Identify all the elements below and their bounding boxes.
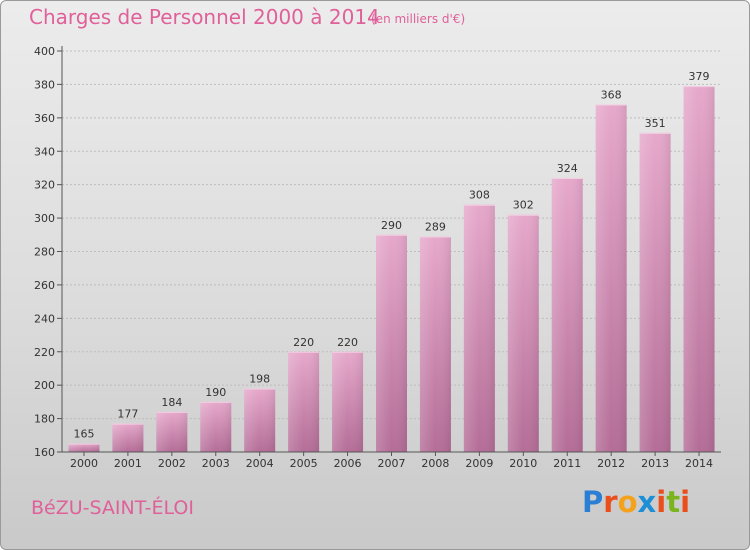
- logo-letter: i: [656, 485, 667, 519]
- x-tick-label: 2002: [158, 457, 186, 470]
- x-tick-label: 2005: [290, 457, 318, 470]
- x-tick-label: 2003: [202, 457, 230, 470]
- logo-letter: t: [666, 485, 681, 519]
- bar-value-label: 165: [73, 428, 94, 441]
- x-tick-label: 2001: [114, 457, 142, 470]
- bar-shade: [507, 214, 539, 452]
- x-tick-label: 2014: [685, 457, 713, 470]
- bar-value-label: 220: [337, 336, 358, 349]
- logo-letter: i: [680, 485, 691, 519]
- bar-value-label: 289: [425, 220, 446, 233]
- bar-value-label: 184: [161, 396, 182, 409]
- proxiti-logo: Proxiti: [582, 485, 690, 519]
- y-tick-label: 280: [34, 246, 55, 259]
- x-tick-label: 2012: [597, 457, 625, 470]
- bar-shade: [376, 234, 407, 452]
- bar-shade: [288, 351, 320, 452]
- y-tick-label: 340: [34, 145, 55, 158]
- chart-title: Charges de Personnel 2000 à 2014: [29, 5, 380, 29]
- bar-value-label: 177: [117, 408, 138, 421]
- bar-value-label: 351: [645, 117, 666, 130]
- bar-shade: [463, 204, 495, 452]
- bar-value-label: 198: [249, 373, 270, 386]
- bar-value-label: 379: [689, 70, 710, 83]
- logo-letter: P: [582, 485, 604, 519]
- y-tick-label: 160: [34, 446, 55, 459]
- y-tick-label: 220: [34, 346, 55, 359]
- y-tick-label: 260: [34, 279, 55, 292]
- x-tick-label: 2010: [509, 457, 537, 470]
- bar-value-label: 302: [513, 199, 534, 212]
- bar-shade: [332, 351, 364, 452]
- x-tick-label: 2009: [465, 457, 493, 470]
- bar-shade: [683, 86, 715, 453]
- y-tick-label: 200: [34, 379, 55, 392]
- bar-shade: [244, 388, 276, 452]
- y-tick-label: 180: [34, 413, 55, 426]
- bar-value-label: 220: [293, 336, 314, 349]
- commune-name: BéZU-SAINT-ÉLOI: [31, 497, 194, 519]
- x-tick-label: 2013: [641, 457, 669, 470]
- logo-letter: o: [617, 485, 638, 519]
- bar-shade: [156, 411, 188, 452]
- x-tick-label: 2004: [246, 457, 274, 470]
- bar-value-label: 324: [557, 162, 578, 175]
- bar-shade: [551, 177, 583, 452]
- y-tick-label: 320: [34, 179, 55, 192]
- bar-shade: [639, 132, 671, 452]
- chart-unit-label: (en milliers d'€): [371, 12, 466, 26]
- bar-shade: [200, 401, 232, 452]
- y-tick-label: 360: [34, 112, 55, 125]
- bar-value-label: 368: [601, 88, 622, 101]
- bar-shade: [112, 423, 144, 452]
- logo-letter: x: [637, 485, 657, 519]
- y-tick-label: 300: [34, 212, 55, 225]
- bar-value-label: 190: [205, 386, 226, 399]
- bar-value-label: 290: [381, 219, 402, 232]
- y-tick-label: 240: [34, 312, 55, 325]
- bar-value-label: 308: [469, 189, 490, 202]
- x-tick-label: 2006: [334, 457, 362, 470]
- x-tick-label: 2011: [553, 457, 581, 470]
- x-tick-label: 2008: [421, 457, 449, 470]
- x-tick-label: 2007: [378, 457, 406, 470]
- bar-shade: [419, 236, 451, 452]
- x-tick-label: 2000: [70, 457, 98, 470]
- y-tick-label: 380: [34, 78, 55, 91]
- y-tick-label: 400: [34, 45, 55, 58]
- bar-shade: [68, 443, 100, 452]
- logo-letter: r: [603, 485, 618, 519]
- bar-shade: [595, 104, 627, 452]
